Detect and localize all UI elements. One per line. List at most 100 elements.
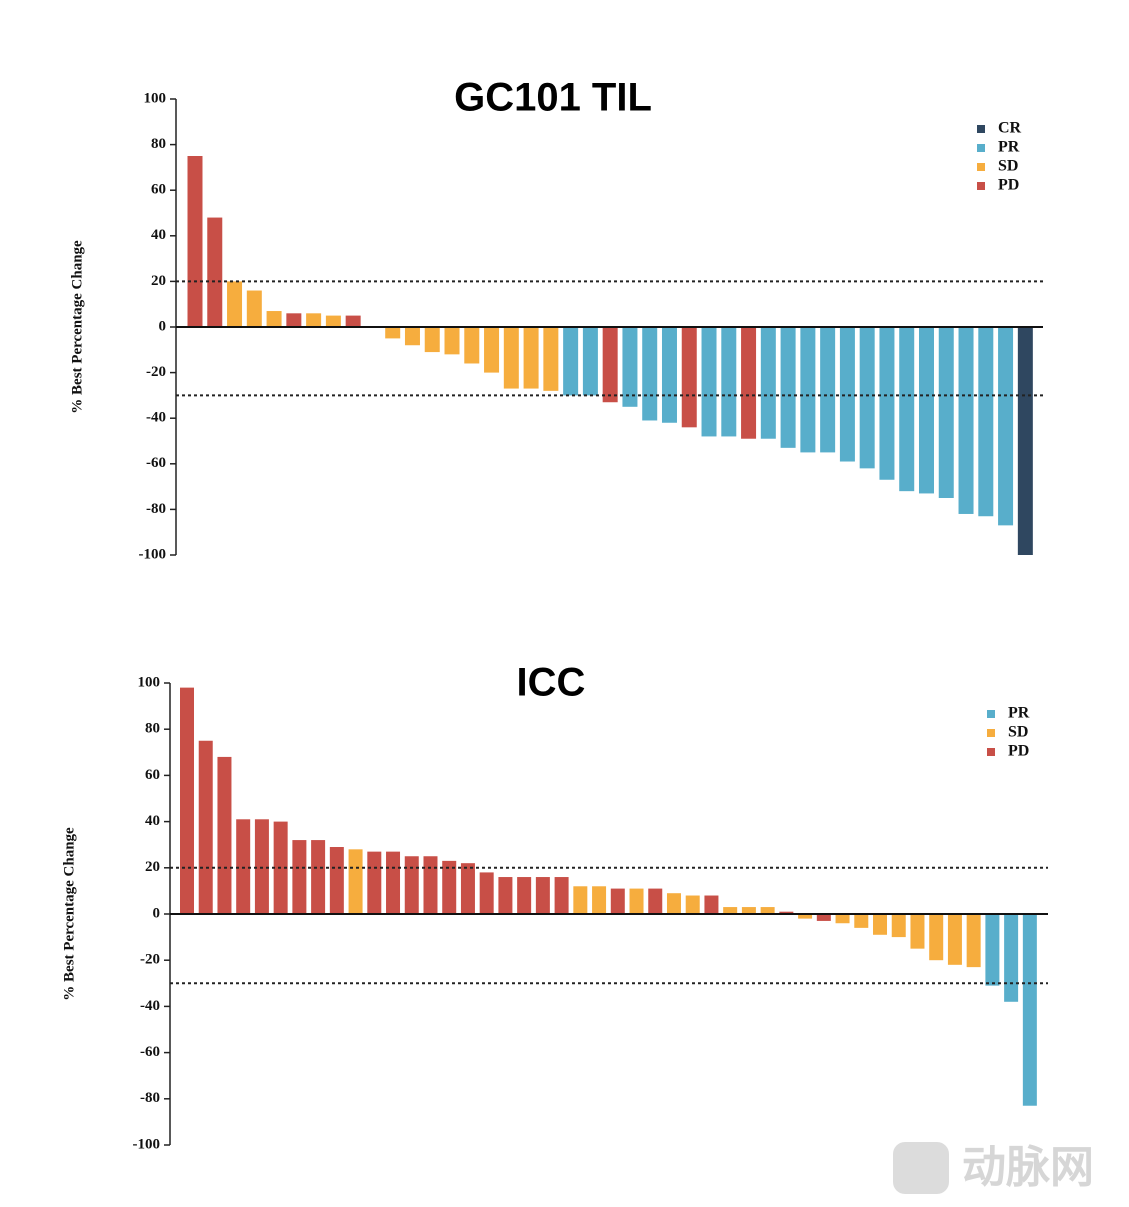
bar	[918, 327, 934, 494]
bar	[929, 914, 944, 961]
bar	[444, 327, 460, 355]
bar	[820, 327, 836, 453]
bar	[938, 327, 954, 498]
legend-label: PR	[1008, 705, 1030, 722]
bar	[721, 327, 737, 437]
bar	[760, 907, 775, 914]
bar	[701, 327, 717, 437]
bar	[484, 327, 500, 373]
bar	[563, 327, 579, 396]
bar	[246, 290, 262, 327]
chart-title: ICC	[517, 661, 586, 705]
bar	[345, 315, 361, 327]
bar	[292, 840, 307, 914]
y-tick-label: -60	[140, 1044, 160, 1060]
bar	[348, 849, 363, 914]
bar	[325, 315, 341, 327]
bar	[800, 327, 816, 453]
bar	[442, 860, 457, 914]
bar	[535, 877, 550, 914]
y-tick-label: 100	[138, 674, 161, 690]
y-tick-label: 60	[145, 767, 160, 783]
watermark: 动脉网	[962, 1142, 1094, 1193]
bar	[367, 851, 382, 914]
bar	[798, 914, 813, 919]
bar	[891, 914, 906, 938]
bar	[424, 327, 440, 353]
bar	[899, 327, 915, 492]
y-tick-label: 0	[159, 318, 167, 334]
bar	[780, 327, 796, 448]
bar	[947, 914, 962, 965]
bar	[217, 756, 232, 914]
bar	[423, 856, 438, 914]
y-tick-label: 20	[145, 859, 160, 875]
bar	[661, 327, 677, 423]
bar	[311, 840, 326, 914]
legend-swatch	[977, 125, 985, 133]
y-tick-label: 40	[151, 227, 166, 243]
bar	[642, 327, 658, 421]
bar	[187, 156, 203, 327]
y-tick-label: 100	[144, 90, 167, 106]
y-tick-label: -80	[140, 1090, 160, 1106]
bar	[573, 886, 588, 914]
bar	[227, 281, 243, 327]
legend-label: PD	[1008, 743, 1029, 760]
legend-swatch	[987, 748, 995, 756]
bar	[958, 327, 974, 514]
bar	[873, 914, 888, 935]
bar	[966, 914, 981, 968]
bar	[648, 888, 663, 914]
y-tick-label: 80	[145, 721, 160, 737]
legend-label: CR	[998, 120, 1022, 137]
bar	[329, 847, 344, 914]
bar	[386, 851, 401, 914]
bar	[839, 327, 855, 462]
legend-label: PR	[998, 139, 1020, 156]
bar	[236, 819, 251, 914]
bar	[685, 895, 700, 914]
legend-label: PD	[998, 177, 1019, 194]
y-tick-label: 60	[151, 182, 166, 198]
bar	[286, 313, 302, 327]
bar	[779, 911, 794, 914]
y-tick-label: -20	[146, 364, 166, 380]
bar	[854, 914, 869, 928]
bar	[760, 327, 776, 439]
legend-swatch	[977, 182, 985, 190]
legend-label: SD	[998, 158, 1018, 175]
bar	[554, 877, 569, 914]
bar	[723, 907, 738, 914]
bar	[306, 313, 322, 327]
bar	[1017, 327, 1033, 555]
bar	[816, 914, 831, 921]
bar	[404, 327, 420, 346]
watermark-logo	[893, 1142, 949, 1194]
bar	[859, 327, 875, 469]
y-tick-label: -40	[146, 410, 166, 426]
y-axis-label: % Best Percentage Change	[61, 827, 77, 1001]
bar	[610, 888, 625, 914]
bar	[910, 914, 925, 949]
bar	[517, 877, 532, 914]
bar	[180, 687, 194, 914]
legend-swatch	[987, 729, 995, 737]
legend-swatch	[987, 710, 995, 718]
bar	[602, 327, 618, 403]
bar	[998, 327, 1014, 526]
bar	[985, 914, 1000, 986]
y-tick-label: 80	[151, 136, 166, 152]
bar	[503, 327, 519, 389]
bar	[582, 327, 598, 396]
bar	[592, 886, 607, 914]
bar	[498, 877, 513, 914]
y-tick-label: 40	[145, 813, 160, 829]
y-tick-label: -20	[140, 952, 160, 968]
bar	[629, 888, 644, 914]
bar	[879, 327, 895, 480]
bar	[978, 327, 994, 517]
bar	[1022, 914, 1037, 1106]
bar	[835, 914, 850, 924]
